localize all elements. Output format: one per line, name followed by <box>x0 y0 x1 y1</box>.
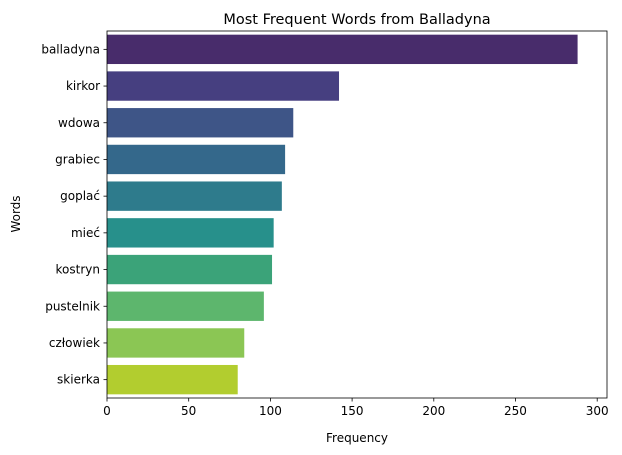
bar-0 <box>107 34 578 65</box>
y-tick-label: balladyna <box>41 42 100 56</box>
bar-5 <box>107 218 274 248</box>
x-tick-label: 200 <box>422 404 445 418</box>
x-tick-label: 0 <box>103 404 111 418</box>
y-tick-label: człowiek <box>49 336 100 350</box>
y-tick-label: mieć <box>71 226 100 240</box>
bar-4 <box>107 181 282 211</box>
chart-title: Most Frequent Words from Balladyna <box>223 12 490 28</box>
y-tick-label: skierka <box>57 373 100 387</box>
plot-frame <box>106 30 608 399</box>
bar-9 <box>107 364 238 395</box>
x-axis-title: Frequency <box>326 431 388 445</box>
x-tick-label: 150 <box>341 404 364 418</box>
bar-6 <box>107 254 273 285</box>
bar-1 <box>107 71 340 101</box>
y-tick-label: wdowa <box>58 116 100 130</box>
y-tick-label: kirkor <box>66 79 100 93</box>
bar-8 <box>107 328 245 358</box>
bar-7 <box>107 291 264 321</box>
y-tick-label: goplać <box>60 189 100 203</box>
x-tick-label: 250 <box>504 404 527 418</box>
y-axis-title: Words <box>9 195 23 232</box>
y-tick-label: kostryn <box>56 263 100 277</box>
x-tick-labels: 0 50 100 150 200 250 300 <box>103 398 609 418</box>
x-tick-label: 50 <box>181 404 196 418</box>
y-tick-labels: balladyna kirkor wdowa grabiec goplać mieć kos… <box>41 42 107 387</box>
x-tick-label: 100 <box>259 404 282 418</box>
x-tick-label: 300 <box>586 404 609 418</box>
y-tick-label: grabiec <box>55 152 100 166</box>
bars-layer <box>107 34 578 395</box>
bar-3 <box>107 144 286 175</box>
y-tick-label: pustelnik <box>45 299 100 313</box>
bar-2 <box>107 108 294 138</box>
